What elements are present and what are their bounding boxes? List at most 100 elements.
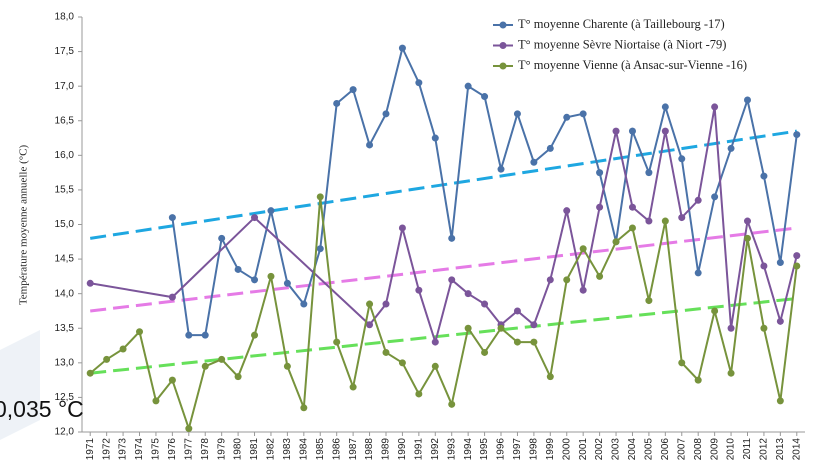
legend-marker xyxy=(499,42,507,49)
point xyxy=(448,276,456,284)
point xyxy=(251,214,259,222)
point xyxy=(448,400,456,408)
point xyxy=(464,324,472,332)
point xyxy=(86,369,94,377)
point xyxy=(513,338,521,346)
x-tick-label: 1997 xyxy=(512,438,523,461)
legend-label: T° moyenne Charente (à Taillebourg -17) xyxy=(518,17,725,31)
point xyxy=(366,300,374,308)
point xyxy=(743,234,751,242)
x-tick-label: 2002 xyxy=(594,438,605,461)
x-tick-label: 2004 xyxy=(627,438,638,461)
legend-label: T° moyenne Vienne (à Ansac-sur-Vienne -1… xyxy=(518,58,747,72)
x-tick-label: 2012 xyxy=(759,438,770,461)
point xyxy=(645,297,653,305)
y-tick-label: 17,5 xyxy=(55,46,75,57)
point xyxy=(382,348,390,356)
x-tick-label: 1993 xyxy=(446,438,457,461)
y-tick-label: 14,5 xyxy=(55,254,75,265)
point xyxy=(283,279,291,287)
point xyxy=(694,376,702,384)
point xyxy=(645,217,653,225)
point xyxy=(628,127,636,135)
x-tick-label: 2010 xyxy=(726,438,737,461)
point xyxy=(103,355,111,363)
x-tick-label: 2006 xyxy=(660,438,671,461)
point xyxy=(448,234,456,242)
x-tick-label: 1982 xyxy=(266,438,277,461)
x-tick-label: 1998 xyxy=(529,438,540,461)
point xyxy=(612,127,620,135)
point xyxy=(743,96,751,104)
point xyxy=(645,169,653,177)
point xyxy=(251,276,259,284)
y-tick-label: 16,5 xyxy=(55,115,75,126)
point xyxy=(86,279,94,287)
x-tick-label: 1984 xyxy=(298,438,309,461)
annotation: 0,035 °C xyxy=(0,396,84,422)
point xyxy=(579,245,587,253)
y-axis-label: Température moyenne annuelle (°C) xyxy=(18,145,30,306)
x-tick-label: 1989 xyxy=(381,438,392,461)
point xyxy=(497,165,505,173)
point xyxy=(760,262,768,270)
point xyxy=(431,362,439,370)
point xyxy=(793,252,801,260)
x-tick-label: 1985 xyxy=(315,438,326,461)
x-tick-label: 1986 xyxy=(331,438,342,461)
point xyxy=(661,127,669,135)
point xyxy=(349,383,357,391)
point xyxy=(628,224,636,232)
point xyxy=(694,196,702,204)
point xyxy=(168,293,176,301)
point xyxy=(333,338,341,346)
point xyxy=(727,144,735,152)
point xyxy=(415,390,423,398)
point xyxy=(612,238,620,246)
y-tick-label: 17,0 xyxy=(55,81,75,92)
x-tick-label: 1975 xyxy=(151,438,162,461)
x-tick-label: 2008 xyxy=(693,438,704,461)
point xyxy=(661,217,669,225)
point xyxy=(136,328,144,336)
point xyxy=(333,99,341,107)
point xyxy=(513,307,521,315)
point xyxy=(464,82,472,90)
y-tick-label: 12,0 xyxy=(55,427,75,438)
trendline xyxy=(90,297,797,375)
point xyxy=(678,214,686,222)
point xyxy=(415,79,423,87)
point xyxy=(563,276,571,284)
trendline xyxy=(90,226,797,313)
x-tick-label: 1978 xyxy=(200,438,211,461)
point xyxy=(563,207,571,215)
x-tick-label: 2014 xyxy=(791,438,802,461)
point xyxy=(185,425,193,433)
x-tick-label: 1996 xyxy=(496,438,507,461)
point xyxy=(481,348,489,356)
x-tick-label: 1977 xyxy=(183,438,194,461)
point xyxy=(300,300,308,308)
series-line xyxy=(90,106,798,346)
point xyxy=(481,300,489,308)
x-tick-label: 1990 xyxy=(397,438,408,461)
point xyxy=(727,369,735,377)
point xyxy=(497,324,505,332)
point xyxy=(234,373,242,381)
point xyxy=(694,269,702,277)
x-tick-label: 1979 xyxy=(216,438,227,461)
x-tick-label: 1995 xyxy=(479,438,490,461)
point xyxy=(398,224,406,232)
point xyxy=(464,290,472,298)
legend-marker xyxy=(499,21,507,29)
point xyxy=(760,324,768,332)
point xyxy=(398,44,406,52)
background-shape xyxy=(0,330,40,440)
x-tick-label: 2013 xyxy=(775,438,786,461)
point xyxy=(283,362,291,370)
point xyxy=(481,93,489,101)
point xyxy=(793,131,801,139)
point xyxy=(727,324,735,332)
point xyxy=(349,86,357,94)
